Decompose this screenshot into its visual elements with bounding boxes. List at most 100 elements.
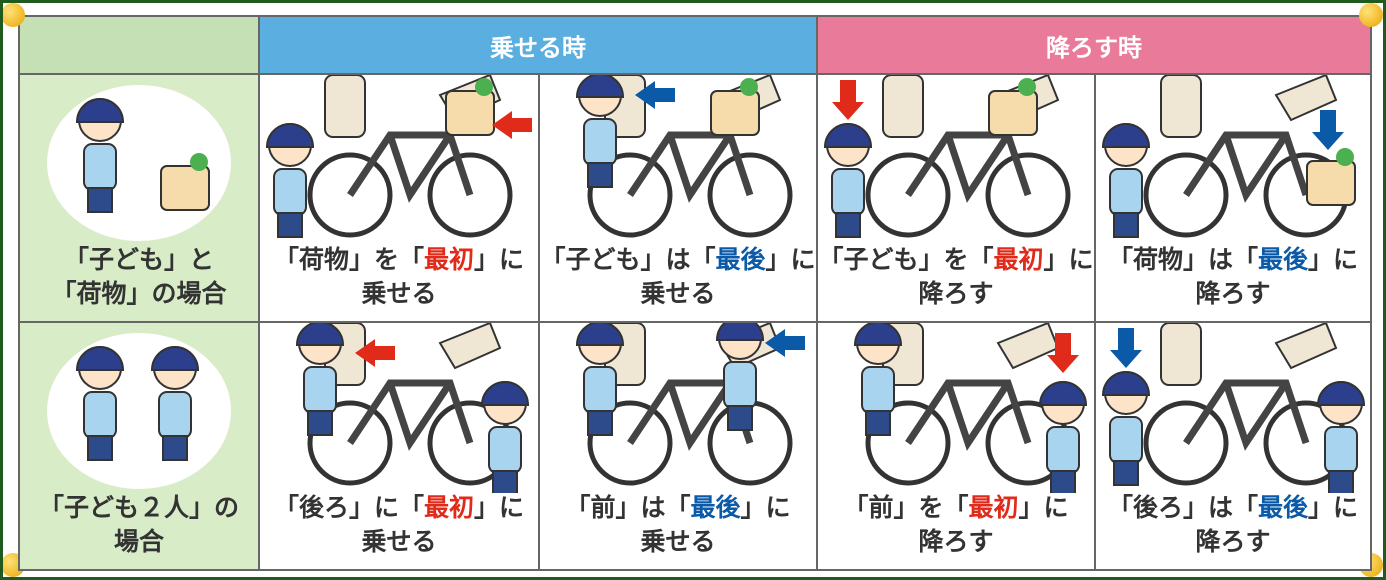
arrow	[492, 111, 532, 139]
arrow	[355, 339, 395, 367]
kid-helmet	[575, 75, 625, 98]
kid-legs	[87, 187, 113, 213]
caption-text: 「後ろ」は「	[1107, 493, 1258, 522]
kid-legs	[277, 212, 303, 238]
kid-legs	[307, 410, 333, 436]
caption-line: 乗せる	[640, 527, 716, 556]
bag	[445, 90, 495, 136]
caption-line: 「後ろ」に「最初」に	[260, 491, 538, 525]
bag	[988, 90, 1038, 136]
caption-text: 」に	[1308, 493, 1359, 522]
cell: 「前」は「最後」に 乗せる	[538, 321, 818, 571]
bike-frame	[905, 131, 1032, 203]
arrow	[832, 80, 864, 120]
caption-text: 「荷物」は「	[1107, 245, 1258, 274]
caption-emphasis: 最初	[993, 245, 1044, 274]
cell: 「後ろ」は「最後」に 降ろす	[1094, 321, 1372, 571]
arrow	[635, 81, 675, 109]
bike-wheel	[587, 400, 673, 486]
illustration	[1101, 323, 1366, 493]
kid-body	[158, 391, 192, 439]
arrow	[765, 329, 805, 357]
kid-legs	[87, 435, 113, 461]
kid-body	[1109, 168, 1143, 216]
kid-helmet	[295, 323, 345, 346]
unload-title: 降ろす時	[1046, 33, 1142, 62]
front-seat	[996, 323, 1060, 370]
caption-line: 「荷物」を「最初」に	[260, 243, 538, 277]
bike-frame	[347, 379, 474, 451]
caption-line: 降ろす	[1195, 279, 1271, 308]
kid-helmet	[75, 346, 125, 371]
bag	[710, 90, 760, 136]
backdrop	[47, 333, 231, 489]
bag	[160, 165, 210, 211]
rear-seat	[1160, 75, 1202, 138]
corner-cell	[18, 15, 260, 75]
kid-legs	[865, 410, 891, 436]
caption-line: 降ろす	[918, 527, 994, 556]
row-label: 「子ども」と	[63, 245, 214, 274]
kid-legs	[587, 162, 613, 188]
kid-body	[273, 168, 307, 216]
kid-body	[723, 361, 757, 409]
kid-body	[583, 118, 617, 166]
load-header: 乗せる時	[258, 15, 818, 75]
kid-legs	[587, 410, 613, 436]
bike-frame	[1183, 379, 1310, 451]
kid-legs	[492, 470, 518, 493]
vegetable	[190, 153, 208, 171]
caption-text: 」に	[1308, 245, 1359, 274]
caption-line: 降ろす	[1195, 527, 1271, 556]
unload-header: 降ろす時	[816, 15, 1372, 75]
kid-helmet	[823, 123, 873, 148]
caption-text: 「前」を「	[843, 493, 969, 522]
caption-text: 」に	[1043, 245, 1094, 274]
kid-helmet	[1316, 381, 1366, 406]
bike-frame	[627, 131, 754, 203]
kid-helmet	[575, 323, 625, 346]
bike-wheel	[1143, 152, 1229, 238]
kid-legs	[1113, 212, 1139, 238]
arrow	[1110, 328, 1142, 368]
row-label: 「子ども２人」の	[38, 493, 239, 522]
cell: 「荷物」を「最初」に 乗せる	[258, 73, 540, 323]
vegetable	[475, 78, 493, 96]
bike-wheel	[1143, 400, 1229, 486]
rear-seat	[882, 75, 924, 138]
cell: 「後ろ」に「最初」に 乗せる	[258, 321, 540, 571]
kid-legs	[1050, 470, 1076, 493]
caption-text: 」に	[1018, 493, 1069, 522]
corner-dot	[1359, 3, 1383, 27]
row-header: 「子ども」と 「荷物」の場合	[18, 73, 260, 323]
illustration	[853, 323, 1088, 493]
caption-emphasis: 最初	[423, 493, 474, 522]
cell: 「荷物」は「最後」に 降ろす	[1094, 73, 1372, 323]
illustration	[575, 75, 793, 238]
vegetable	[1336, 148, 1354, 166]
kid-helmet	[1038, 381, 1088, 406]
cell: 「前」を「最初」に 降ろす	[816, 321, 1096, 571]
illustration	[1101, 75, 1356, 238]
rear-seat	[324, 75, 366, 138]
bike-wheel	[985, 152, 1071, 238]
caption-text: 「子ども」を「	[818, 245, 994, 274]
kid-helmet	[150, 346, 200, 371]
kid-body	[83, 391, 117, 439]
bike-wheel	[427, 152, 513, 238]
kid-helmet	[853, 323, 903, 346]
kid-body	[831, 168, 865, 216]
caption-text: 」に	[474, 493, 525, 522]
kid-helmet	[480, 381, 530, 406]
kid-legs	[727, 405, 753, 431]
caption-line: 乗せる	[361, 527, 437, 556]
vegetable	[1018, 78, 1036, 96]
caption-emphasis: 最後	[1257, 493, 1308, 522]
bike-wheel	[307, 152, 393, 238]
illustration	[575, 323, 805, 486]
kid-helmet	[1101, 371, 1151, 396]
bike-wheel	[307, 400, 393, 486]
caption-line: 「後ろ」は「最後」に	[1096, 491, 1370, 525]
kid-body	[1324, 426, 1358, 474]
